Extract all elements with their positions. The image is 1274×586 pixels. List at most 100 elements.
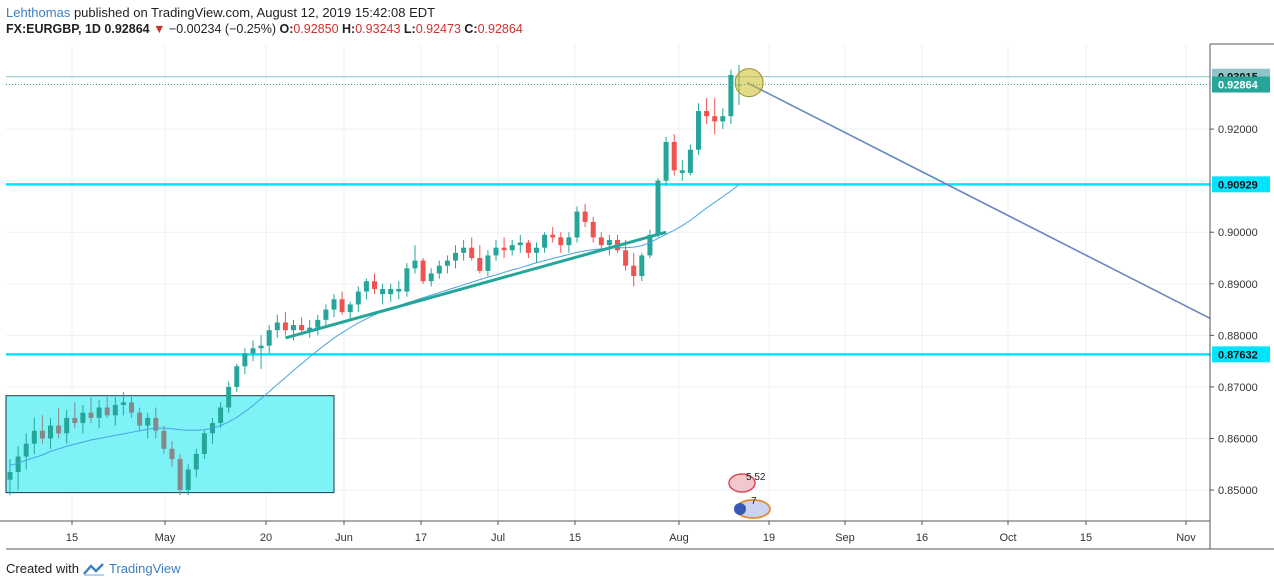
close-value: 0.92864: [477, 22, 523, 36]
x-tick-label: May: [155, 532, 176, 544]
candle-body: [534, 247, 539, 253]
x-tick-label: 16: [916, 532, 928, 544]
candle-body: [469, 247, 475, 259]
candle-body: [48, 425, 53, 439]
x-tick-label: 20: [260, 532, 272, 544]
candle-body: [590, 221, 596, 238]
y-tick-label: 0.87000: [1218, 382, 1258, 394]
candle-body: [380, 288, 386, 295]
candle-body: [420, 260, 426, 282]
range-box: [5, 395, 335, 494]
event-badge-top: [728, 473, 756, 493]
candle-body: [509, 245, 515, 251]
overlays: [5, 76, 1210, 494]
candle-body: [412, 260, 418, 269]
last-price: 0.92864: [104, 22, 150, 36]
candle-body: [291, 325, 296, 331]
candle-body: [542, 234, 548, 248]
candle-body: [720, 116, 726, 122]
candle-body: [436, 265, 442, 274]
candle-body: [274, 322, 280, 331]
tradingview-brand[interactable]: TradingView: [108, 561, 181, 576]
candle-body: [153, 417, 159, 431]
candle-body: [7, 472, 13, 480]
grid: [6, 44, 1210, 521]
candle-body: [307, 327, 313, 331]
candle-body: [493, 247, 499, 256]
price-label: 0.87632: [1218, 349, 1258, 361]
price-label-bg: [1212, 76, 1270, 93]
close-label: C:: [464, 22, 478, 36]
candle-body: [696, 111, 701, 150]
candle-body: [161, 430, 167, 449]
candle-body: [388, 288, 394, 295]
published-text: published on TradingView.com, August 12,…: [73, 5, 436, 20]
candle-body: [663, 141, 669, 181]
x-tick-label: Oct: [999, 532, 1016, 544]
candle-body: [299, 325, 305, 331]
candle-body: [558, 237, 564, 246]
candle-body: [145, 417, 151, 426]
candle-body: [566, 237, 572, 246]
candle-body: [31, 430, 37, 444]
candle-body: [606, 239, 612, 246]
x-tick-label: Aug: [669, 532, 689, 544]
candle-body: [137, 412, 143, 426]
candle-body: [80, 412, 86, 424]
support-trendline: [284, 230, 667, 340]
created-with-text: Created with: [6, 561, 79, 576]
publisher-name[interactable]: Lehthomas: [6, 5, 71, 20]
candle-body: [218, 407, 224, 424]
candle-body: [104, 407, 110, 416]
x-tick-label: 19: [763, 532, 775, 544]
candle-body: [23, 443, 29, 457]
candle-body: [242, 353, 248, 367]
candle-body: [193, 453, 199, 470]
candle-body: [226, 386, 232, 408]
candle-body: [88, 412, 94, 418]
y-tick-label: 0.89000: [1218, 279, 1258, 291]
candle-body: [355, 291, 361, 305]
event-badge-bottom-text: 7: [751, 496, 757, 507]
candle-body: [282, 322, 288, 331]
candle-body: [550, 234, 556, 238]
candle-body: [598, 237, 604, 246]
candle-body: [201, 433, 207, 454]
candle-body: [347, 304, 353, 313]
candle-body: [517, 242, 523, 246]
candle-body: [185, 469, 191, 491]
event-badge-top-text: 5 52: [746, 472, 766, 483]
candles: [7, 65, 742, 496]
y-tick-label: 0.92000: [1218, 124, 1258, 136]
candle-body: [323, 309, 329, 320]
candle-body: [169, 448, 175, 460]
y-tick-label: 0.90000: [1218, 227, 1258, 239]
price-label-bg: [1212, 176, 1270, 193]
x-tick-label: Sep: [835, 532, 855, 544]
x-tick-label: Jul: [491, 532, 505, 544]
y-tick-label: 0.85000: [1218, 485, 1258, 497]
x-tick-label: 15: [1080, 532, 1092, 544]
y-tick-label: 0.88000: [1218, 330, 1258, 342]
candle-body: [64, 417, 70, 434]
candle-body: [372, 281, 377, 289]
candle-body: [655, 180, 661, 235]
symbol: FX:EURGBP, 1D: [6, 22, 101, 36]
tradingview-logo-icon: [83, 562, 104, 576]
x-tick-label: 17: [415, 532, 427, 544]
candle-body: [704, 111, 710, 117]
projection-line: [746, 81, 1211, 320]
candle-body: [250, 348, 256, 354]
candle-body: [461, 247, 467, 253]
candle-body: [728, 74, 734, 117]
axes: 0.930150.928640.920000.909290.900000.890…: [0, 43, 1274, 550]
open-value: 0.92850: [293, 22, 339, 36]
candle-body: [315, 319, 321, 328]
price-label-bg: [1212, 346, 1270, 363]
low-value: 0.92473: [415, 22, 461, 36]
symbol-line: FX:EURGBP, 1D 0.92864 ▼ −0.00234 (−0.25%…: [6, 22, 523, 36]
price-label: 0.92864: [1218, 80, 1259, 92]
candle-body: [56, 425, 62, 434]
candle-body: [485, 255, 491, 271]
